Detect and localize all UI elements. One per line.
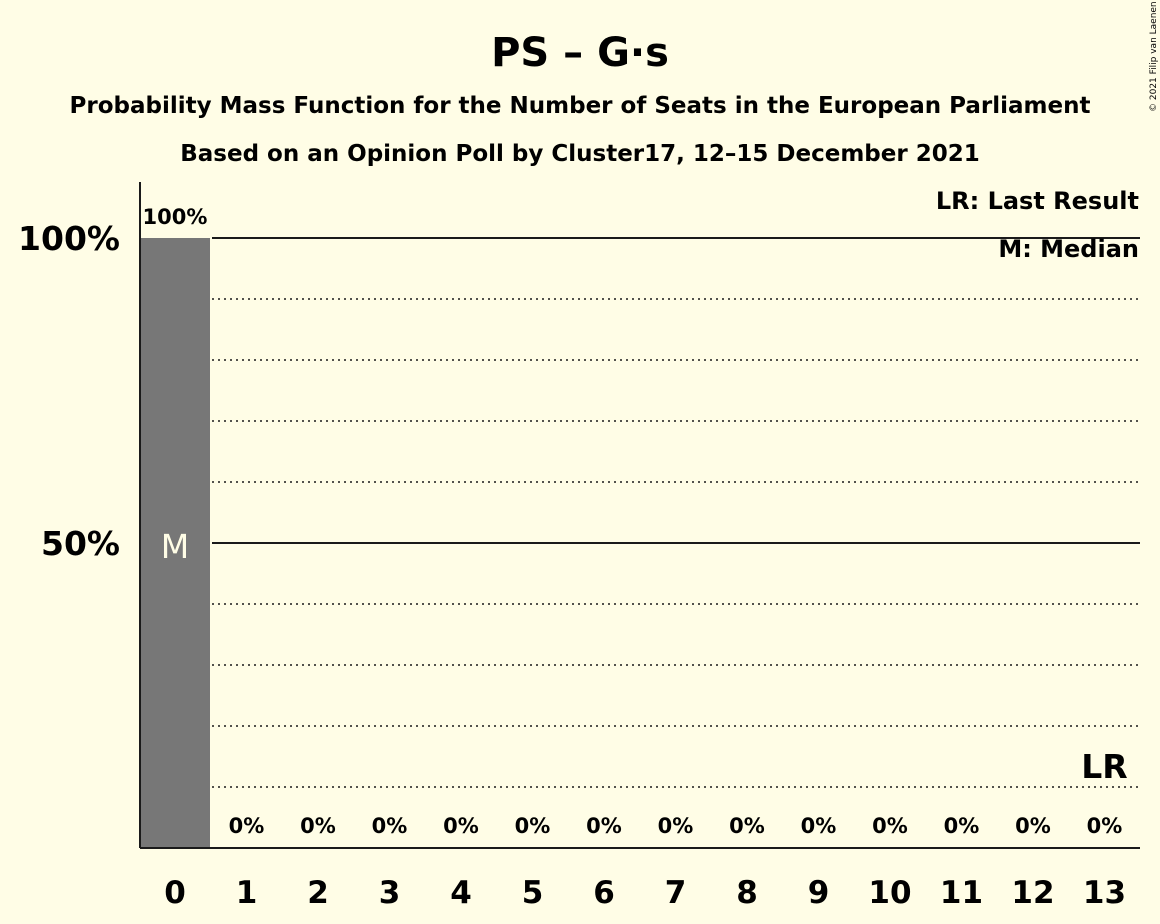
x-tick-label: 6 [593, 875, 615, 911]
copyright-notice: © 2021 Filip van Laenen [1149, 1, 1159, 112]
data-label: 100% [143, 205, 208, 229]
gridlines [212, 237, 1140, 788]
chart-subtitle-source: Based on an Opinion Poll by Cluster17, 1… [180, 141, 980, 167]
data-label: 0% [1015, 814, 1051, 838]
data-label: 0% [515, 814, 551, 838]
bar [140, 238, 210, 848]
x-tick-label: 9 [808, 875, 830, 911]
x-tick-label: 5 [522, 875, 544, 911]
x-tick-label: 12 [1011, 875, 1054, 911]
labels: 50%100%0100%10%20%30%40%50%60%70%80%90%1… [18, 205, 1128, 911]
x-tick-label: 2 [307, 875, 329, 911]
y-tick-label: 50% [41, 524, 120, 563]
data-label: 0% [944, 814, 980, 838]
x-tick-label: 1 [236, 875, 258, 911]
chart-title: PS – G·s [491, 30, 669, 76]
chart-subtitle: Probability Mass Function for the Number… [70, 93, 1091, 119]
last-result-marker: LR [1081, 747, 1127, 786]
x-tick-label: 0 [164, 875, 186, 911]
data-label: 0% [443, 814, 479, 838]
x-tick-label: 8 [736, 875, 758, 911]
legend-median: M: Median [998, 235, 1139, 263]
x-tick-label: 7 [665, 875, 687, 911]
legend-last-result: LR: Last Result [936, 187, 1139, 215]
bars [140, 238, 210, 848]
median-marker: M [161, 527, 189, 566]
x-tick-label: 10 [868, 875, 911, 911]
data-label: 0% [372, 814, 408, 838]
data-label: 0% [658, 814, 694, 838]
data-label: 0% [586, 814, 622, 838]
axes [139, 182, 1140, 849]
data-label: 0% [229, 814, 265, 838]
data-label: 0% [729, 814, 765, 838]
x-tick-label: 3 [379, 875, 401, 911]
x-tick-label: 13 [1083, 875, 1126, 911]
x-tick-label: 11 [940, 875, 983, 911]
data-label: 0% [801, 814, 837, 838]
x-tick-label: 4 [450, 875, 472, 911]
data-label: 0% [1087, 814, 1123, 838]
y-tick-label: 100% [18, 219, 120, 258]
data-label: 0% [872, 814, 908, 838]
data-label: 0% [300, 814, 336, 838]
